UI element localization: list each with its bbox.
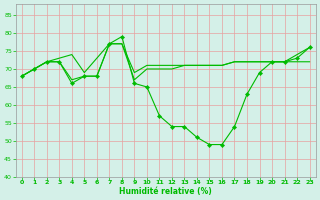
X-axis label: Humidité relative (%): Humidité relative (%) xyxy=(119,187,212,196)
